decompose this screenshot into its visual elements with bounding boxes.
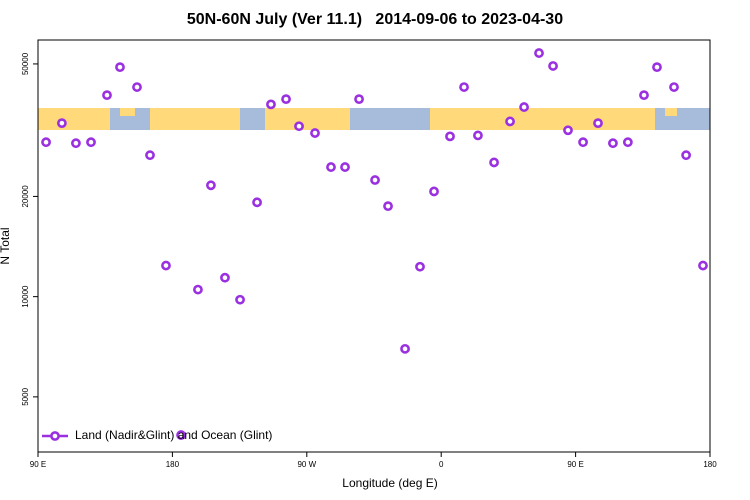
y-tick-label: 10000 [21, 285, 30, 308]
data-point [608, 138, 618, 149]
data-point [505, 116, 515, 127]
data-point [563, 125, 573, 136]
data-point [102, 90, 112, 101]
data-point [176, 430, 186, 440]
chart-title: 50N-60N July (Ver 11.1) 2014-09-06 to 20… [187, 11, 563, 28]
data-point [206, 180, 216, 191]
x-tick-label: 90 E [567, 460, 583, 469]
data-point [593, 118, 603, 129]
data-point [132, 82, 142, 92]
data-point [115, 62, 125, 73]
plot-frame [37, 39, 711, 453]
data-point [652, 62, 662, 73]
y-tick-label: 50000 [21, 52, 30, 75]
x-tick-label: 180 [166, 460, 180, 469]
data-point [252, 197, 262, 208]
data-point [340, 162, 350, 172]
data-point [294, 121, 304, 132]
y-tick-label: 5000 [21, 387, 30, 405]
data-point [370, 175, 380, 185]
data-point [681, 150, 692, 161]
data-point [489, 157, 499, 168]
data-point [41, 137, 51, 148]
data-point [56, 118, 67, 129]
y-axis-label: N Total [0, 227, 12, 264]
data-point [145, 150, 155, 161]
x-tick-label: 0 [439, 460, 444, 469]
x-tick-label: 90 E [30, 460, 46, 469]
data-point [473, 130, 483, 141]
x-tick-label: 180 [703, 460, 717, 469]
data-point [354, 94, 364, 105]
data-point [622, 137, 633, 148]
data-point [578, 137, 588, 148]
legend-label: Land (Nadir&Glint) and Ocean (Glint) [75, 428, 272, 442]
data-point [445, 131, 455, 142]
data-point [459, 82, 469, 92]
data-point [266, 99, 276, 110]
x-tick-label: 90 W [297, 460, 316, 469]
data-point [429, 186, 439, 197]
data-point [548, 61, 558, 71]
data-point [415, 261, 425, 272]
data-point [235, 294, 245, 305]
data-point [326, 162, 336, 172]
data-point [383, 201, 393, 212]
map-strip [38, 108, 710, 130]
data-point [220, 272, 230, 283]
legend-marker [50, 431, 60, 441]
data-point [71, 138, 81, 149]
data-point [281, 94, 291, 105]
data-point [534, 48, 544, 58]
data-point [193, 284, 203, 295]
data-point [310, 128, 320, 138]
data-point [698, 260, 708, 271]
y-tick-label: 20000 [21, 185, 30, 208]
data-point [86, 137, 96, 148]
data-point [639, 90, 649, 101]
data-point [161, 260, 171, 271]
x-axis-label: Longitude (deg E) [342, 476, 437, 490]
data-point [400, 343, 410, 354]
data-point [519, 102, 529, 112]
data-point [669, 82, 679, 92]
